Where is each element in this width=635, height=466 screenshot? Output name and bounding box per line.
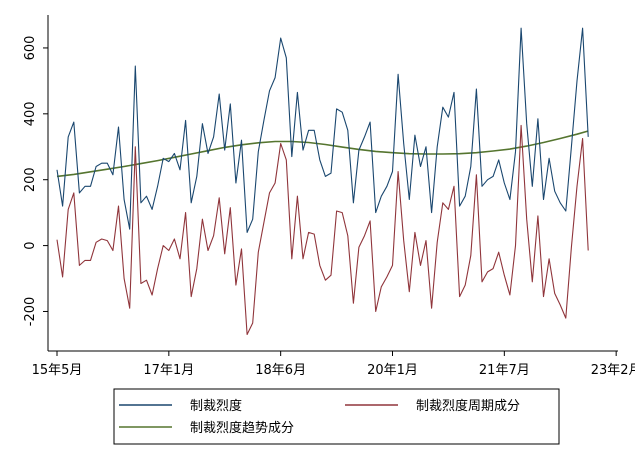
series-line-1 — [56, 27, 589, 233]
y-tick-label: 400 — [23, 101, 38, 126]
x-tick-label: 15年5月 — [32, 363, 83, 378]
series-group — [56, 27, 589, 336]
y-tick-label: 200 — [23, 167, 38, 192]
y-tick-label: 0 — [23, 241, 38, 249]
x-tick-label: 20年1月 — [367, 363, 418, 378]
legend-label: 制裁烈度 — [190, 398, 242, 414]
legend-label: 制裁烈度周期成分 — [416, 398, 520, 414]
y-tick-label: 600 — [23, 36, 38, 61]
series-line-2 — [56, 124, 589, 336]
axes: -200 0 200 400 600 15年5月 17年1月 18年6月 20年1月 21年7月 2… — [23, 15, 635, 378]
x-tick-label: 21年7月 — [479, 363, 530, 378]
x-tick-label: 18年6月 — [255, 363, 306, 378]
series-line-3 — [56, 130, 589, 178]
legend-box — [113, 388, 560, 445]
x-tick-label: 23年2月 — [591, 363, 635, 378]
x-tick-label: 17年1月 — [143, 363, 194, 378]
legend-label: 制裁烈度趋势成分 — [190, 420, 294, 436]
y-tick-label: -200 — [23, 297, 38, 327]
